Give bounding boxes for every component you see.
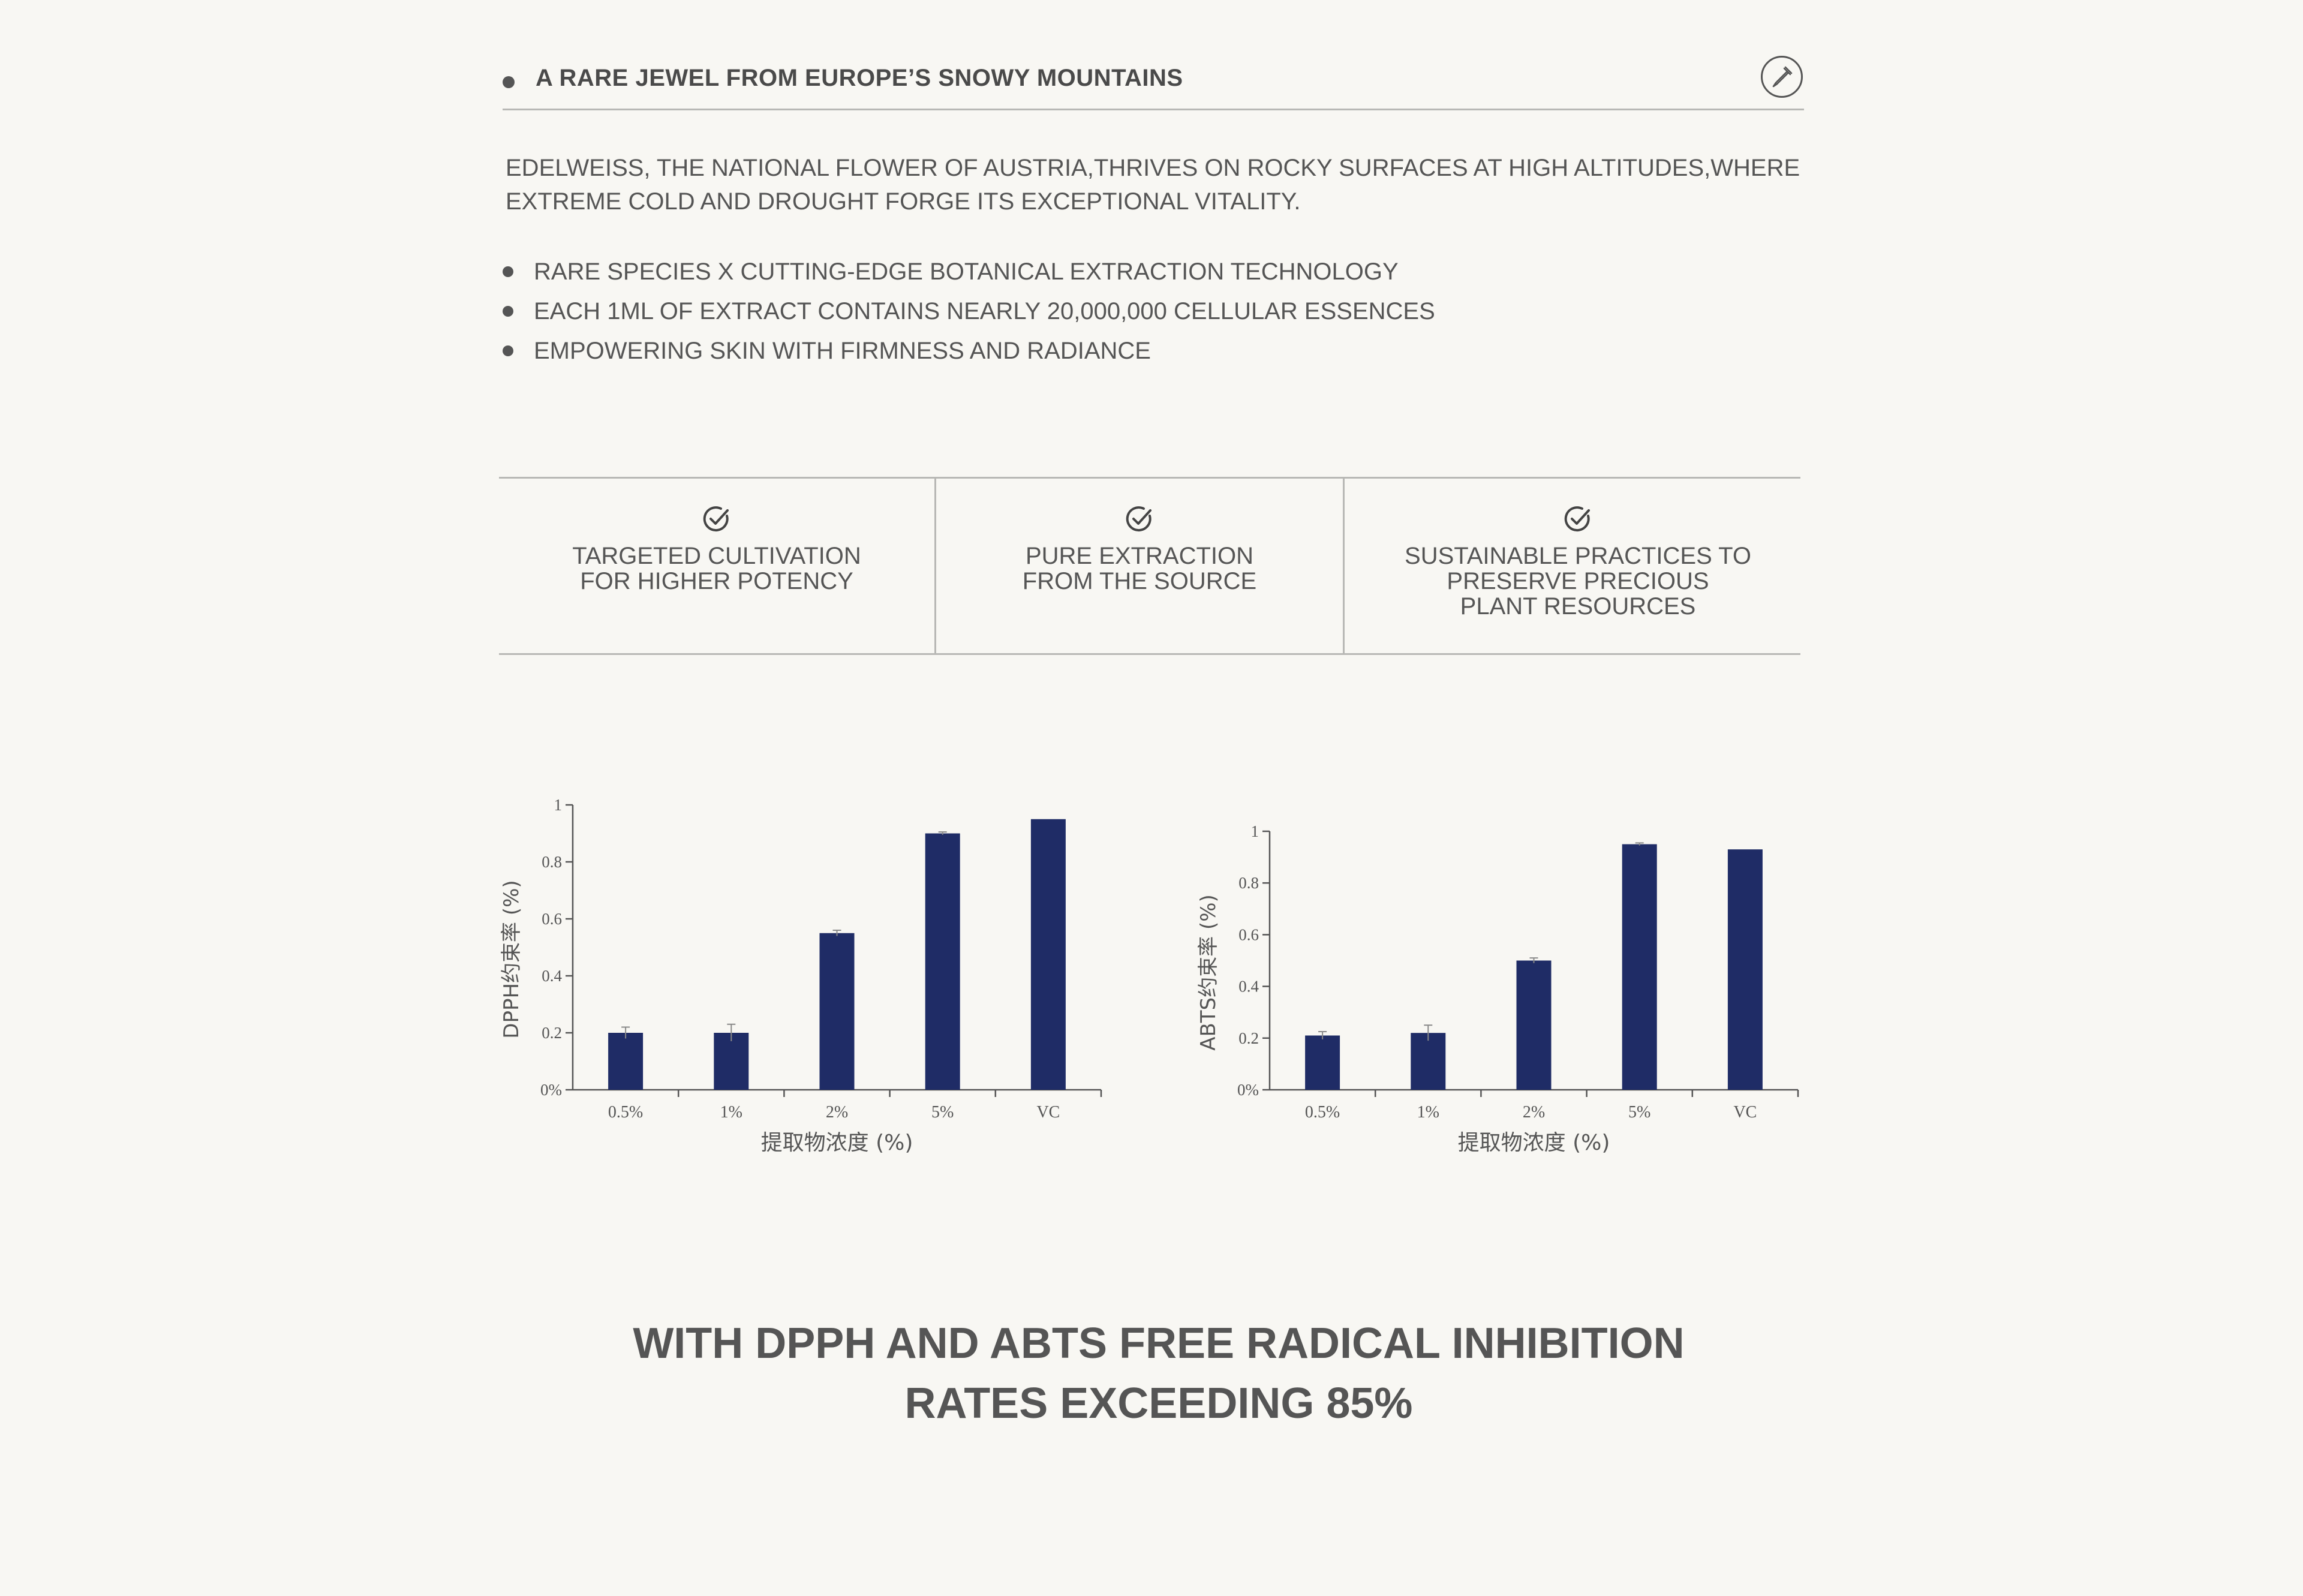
list-item: EMPOWERING SKIN WITH FIRMNESS AND RADIAN… bbox=[503, 334, 1435, 374]
bar bbox=[1516, 960, 1552, 1090]
section-title: A RARE JEWEL FROM EUROPE’S SNOWY MOUNTAI… bbox=[536, 65, 1183, 91]
bullet-dot bbox=[503, 306, 513, 317]
y-tick-label: 0.8 bbox=[1238, 874, 1259, 892]
header-bullet bbox=[503, 76, 515, 88]
chart-svg: 0% 0.2 0.4 0.6 0.8 1 0.5% 1% 2% 5% VC 提取物浓度 (%) ABTS… bbox=[1196, 822, 1799, 1155]
x-tick-label: 2% bbox=[826, 1103, 848, 1122]
feature-text: PURE EXTRACTION FROM THE SOURCE bbox=[1022, 543, 1257, 594]
feature-text: TARGETED CULTIVATION FOR HIGHER POTENCY bbox=[572, 543, 861, 594]
y-tick-label: 0.6 bbox=[542, 910, 562, 928]
bullet-dot bbox=[503, 345, 513, 356]
y-axis-title: ABTS约束率 (%) bbox=[1196, 894, 1220, 1051]
x-tick-label: VC bbox=[1036, 1103, 1060, 1122]
features-top-rule bbox=[499, 477, 1800, 479]
y-tick-label: 0.8 bbox=[542, 853, 562, 871]
x-tick-label: VC bbox=[1733, 1103, 1757, 1122]
y-tick-label: 0% bbox=[1237, 1081, 1259, 1099]
list-item-text: EACH 1ML OF EXTRACT CONTAINS NEARLY 20,0… bbox=[534, 298, 1435, 324]
features-divider bbox=[934, 477, 936, 655]
bar bbox=[1030, 819, 1066, 1090]
x-tick-label: 5% bbox=[1628, 1103, 1650, 1122]
feature-text: SUSTAINABLE PRACTICES TO PRESERVE PRECIO… bbox=[1405, 543, 1751, 620]
bar bbox=[1305, 1035, 1340, 1090]
bar bbox=[819, 933, 855, 1090]
x-tick-label: 0.5% bbox=[1305, 1103, 1340, 1122]
abts-chart: 0% 0.2 0.4 0.6 0.8 1 0.5% 1% 2% 5% VC 提取物浓度 (%) ABTS… bbox=[1189, 810, 1812, 1161]
y-tick-label: 0.2 bbox=[542, 1024, 562, 1042]
bar bbox=[714, 1033, 749, 1090]
conclusion-heading: WITH DPPH AND ABTS FREE RADICAL INHIBITI… bbox=[633, 1320, 1685, 1427]
benefit-list: RARE SPECIES X CUTTING-EDGE BOTANICAL EX… bbox=[503, 255, 1435, 374]
check-circle-icon bbox=[703, 506, 729, 532]
y-tick-label: 0.4 bbox=[1238, 978, 1259, 996]
y-tick-label: 0.2 bbox=[1238, 1029, 1259, 1047]
x-axis-title: 提取物浓度 (%) bbox=[1458, 1131, 1610, 1155]
chart-svg: 0% 0.2 0.4 0.6 0.8 1 0.5% 1% 2% 5% VC 提取物浓度 (%) DPPH… bbox=[500, 796, 1102, 1155]
bullet-dot bbox=[503, 266, 513, 277]
feature-cultivation: TARGETED CULTIVATION FOR HIGHER POTENCY bbox=[499, 503, 934, 594]
bar bbox=[1622, 844, 1657, 1090]
x-tick-label: 1% bbox=[720, 1103, 742, 1122]
header-divider bbox=[503, 109, 1804, 110]
feature-extraction: PURE EXTRACTION FROM THE SOURCE bbox=[936, 503, 1343, 594]
x-tick-label: 0.5% bbox=[608, 1103, 643, 1122]
y-tick-label: 0.4 bbox=[542, 967, 562, 985]
dropper-button[interactable] bbox=[1761, 56, 1803, 98]
x-tick-label: 5% bbox=[931, 1103, 954, 1122]
y-axis-title: DPPH约束率 (%) bbox=[500, 880, 524, 1038]
dropper-icon bbox=[1772, 66, 1793, 88]
y-tick-label: 1 bbox=[554, 796, 563, 814]
x-tick-label: 1% bbox=[1417, 1103, 1439, 1122]
features-divider bbox=[1343, 477, 1345, 655]
bar bbox=[925, 833, 960, 1090]
check-circle-icon bbox=[1564, 506, 1590, 532]
y-tick-label: 0% bbox=[540, 1081, 562, 1099]
y-tick-label: 0.6 bbox=[1238, 925, 1259, 943]
y-tick-label: 1 bbox=[1251, 822, 1259, 840]
list-item: EACH 1ML OF EXTRACT CONTAINS NEARLY 20,0… bbox=[503, 294, 1435, 334]
bar bbox=[608, 1033, 644, 1090]
dpph-chart: 0% 0.2 0.4 0.6 0.8 1 0.5% 1% 2% 5% VC 提取物浓度 (%) DPPH… bbox=[492, 786, 1116, 1161]
intro-paragraph: EDELWEISS, THE NATIONAL FLOWER OF AUSTRI… bbox=[506, 155, 1800, 215]
feature-sustainable: SUSTAINABLE PRACTICES TO PRESERVE PRECIO… bbox=[1345, 503, 1811, 619]
check-circle-icon bbox=[1126, 506, 1152, 532]
features-bottom-rule bbox=[499, 653, 1800, 655]
list-item: RARE SPECIES X CUTTING-EDGE BOTANICAL EX… bbox=[503, 255, 1435, 294]
list-item-text: EMPOWERING SKIN WITH FIRMNESS AND RADIAN… bbox=[534, 338, 1151, 364]
bar bbox=[1411, 1033, 1446, 1090]
list-item-text: RARE SPECIES X CUTTING-EDGE BOTANICAL EX… bbox=[534, 259, 1399, 285]
bar bbox=[1727, 849, 1763, 1090]
x-tick-label: 2% bbox=[1523, 1103, 1545, 1122]
x-axis-title: 提取物浓度 (%) bbox=[761, 1131, 913, 1155]
